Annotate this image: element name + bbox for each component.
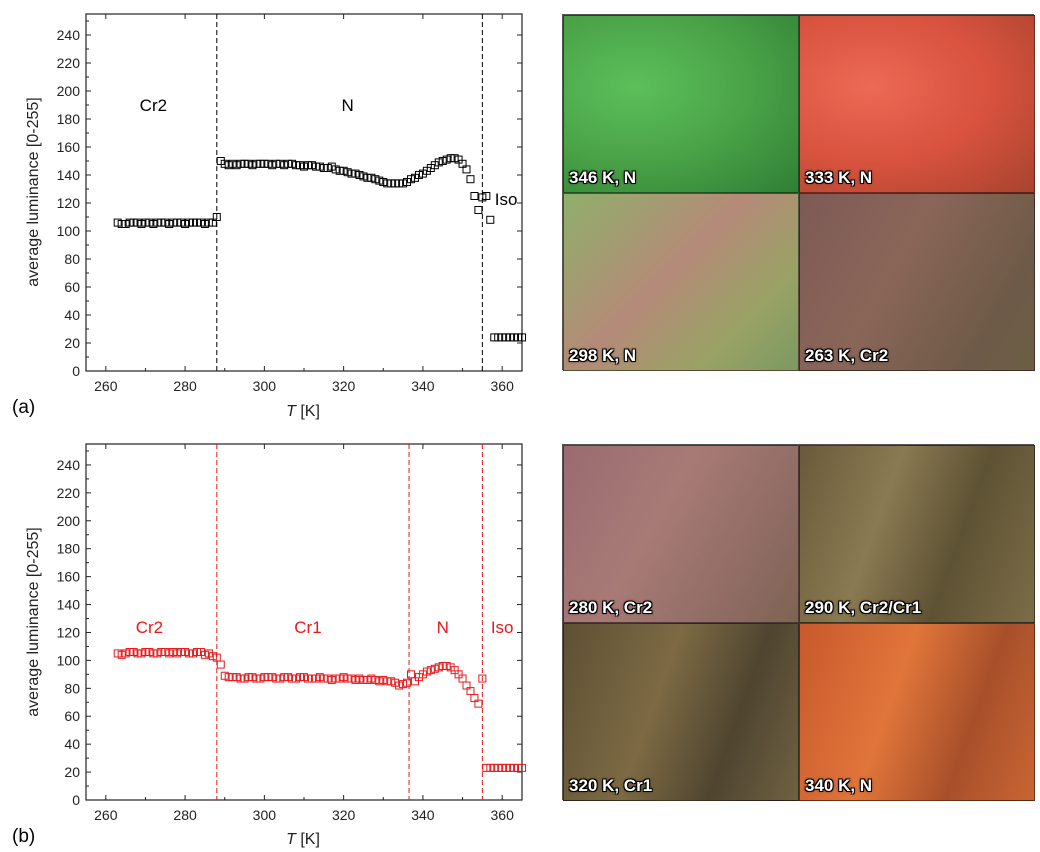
micrograph-label: 263 K, Cr2 (805, 346, 889, 365)
y-tick-label: 20 (64, 764, 80, 780)
data-point (478, 674, 487, 683)
y-tick-label: 100 (57, 223, 81, 239)
y-axis-title: average luminance [0-255] (25, 97, 42, 286)
micrograph-label: 346 K, N (569, 168, 637, 187)
micrograph-grid-b: 280 K, Cr2 290 K, Cr2/Cr1 320 K, Cr1 340… (562, 444, 1035, 801)
y-axis-title: average luminance [0-255] (25, 527, 42, 716)
micrograph-a2: 333 K, N (799, 15, 1035, 193)
micrograph-grid-a: 346 K, N 333 K, N 298 K, N 263 K, Cr2 (562, 14, 1035, 371)
micrograph-label: 340 K, N (805, 776, 873, 795)
data-point (474, 699, 483, 708)
micrograph-label: 333 K, N (805, 168, 873, 187)
x-tick-label: 280 (173, 807, 197, 823)
y-tick-label: 240 (57, 27, 81, 43)
x-axis-title: T [K] (286, 831, 320, 848)
x-tick-label: 260 (94, 378, 118, 394)
y-tick-label: 200 (57, 83, 81, 99)
micrograph-label: 280 K, Cr2 (569, 598, 653, 617)
data-point (212, 213, 221, 221)
y-tick-label: 240 (57, 457, 81, 473)
x-axis: 260 280 300 320 340 360 (94, 14, 514, 394)
transition-lines (216, 14, 483, 371)
y-tick-label: 40 (64, 736, 80, 752)
micrograph-a3: 298 K, N (563, 193, 799, 371)
y-tick-label: 180 (57, 111, 81, 127)
data-point (403, 678, 412, 687)
x-axis-title: T [K] (286, 403, 320, 420)
micrograph-label: 320 K, Cr1 (569, 776, 653, 795)
x-tick-label: 360 (491, 378, 515, 394)
y-tick-label: 220 (57, 485, 81, 501)
data-markers (113, 154, 526, 342)
x-tick-label: 300 (253, 807, 277, 823)
x-tick-label: 320 (332, 807, 356, 823)
phase-label: Cr2 (136, 618, 163, 637)
x-tick-label: 340 (411, 807, 435, 823)
x-tick-label: 340 (411, 378, 435, 394)
panel-letter-a: (a) (12, 397, 36, 418)
data-point (518, 333, 526, 342)
y-tick-label: 140 (57, 597, 81, 613)
phase-label: N (437, 618, 449, 637)
data-point (462, 165, 471, 174)
phase-label: Cr1 (294, 618, 321, 637)
data-point (470, 192, 479, 200)
y-tick-label: 60 (64, 279, 80, 295)
micrograph-b4: 340 K, N (799, 623, 1035, 801)
data-markers (113, 648, 526, 772)
data-point (216, 660, 225, 669)
x-tick-label: 320 (332, 378, 356, 394)
x-tick-label: 280 (173, 378, 197, 394)
micrograph-label: 290 K, Cr2/Cr1 (805, 598, 922, 617)
micrograph-label: 298 K, N (569, 346, 637, 365)
chart-a: 0 20 40 60 80 100 120 140 160 180 200 220 240 260 280… (25, 13, 526, 420)
y-tick-label: 20 (64, 335, 80, 351)
y-tick-label: 80 (64, 251, 80, 267)
data-point (474, 206, 483, 214)
y-tick-label: 140 (57, 167, 81, 183)
micrograph-b1: 280 K, Cr2 (563, 445, 799, 623)
y-tick-label: 220 (57, 55, 81, 71)
chart-b: 0 20 40 60 80 100 120 140 160 180 200 220 240 260 280… (25, 443, 526, 848)
data-point (486, 215, 495, 224)
micrograph-b3: 320 K, Cr1 (563, 623, 799, 801)
y-tick-label: 160 (57, 569, 81, 585)
y-tick-label: 120 (57, 624, 81, 640)
x-tick-label: 260 (94, 807, 118, 823)
y-tick-label: 120 (57, 195, 81, 211)
data-point (518, 763, 526, 772)
phase-labels: Cr2 Cr1 N Iso (136, 618, 514, 637)
y-tick-label: 0 (72, 792, 80, 808)
plot-frame (85, 13, 523, 372)
y-tick-label: 60 (64, 708, 80, 724)
y-tick-label: 100 (57, 652, 81, 668)
y-tick-label: 200 (57, 513, 81, 529)
phase-label: Iso (491, 618, 514, 637)
data-point (466, 175, 475, 184)
y-tick-label: 40 (64, 307, 80, 323)
y-axis: 0 20 40 60 80 100 120 140 160 180 200 220 240 (57, 450, 522, 808)
phase-label: Cr2 (140, 96, 167, 115)
phase-label: N (341, 96, 353, 115)
data-point (482, 192, 491, 200)
micrograph-b2: 290 K, Cr2/Cr1 (799, 445, 1035, 623)
transition-lines (216, 444, 483, 800)
y-tick-label: 160 (57, 139, 81, 155)
y-tick-label: 180 (57, 541, 81, 557)
micrograph-a1: 346 K, N (563, 15, 799, 193)
y-tick-label: 80 (64, 680, 80, 696)
micrograph-a4: 263 K, Cr2 (799, 193, 1035, 371)
phase-labels: Cr2 N Iso (140, 96, 518, 209)
y-tick-label: 0 (72, 363, 80, 379)
phase-label: Iso (495, 190, 518, 209)
x-tick-label: 360 (491, 807, 515, 823)
y-axis: 0 20 40 60 80 100 120 140 160 180 200 220 240 (57, 20, 522, 379)
panel-letter-b: (b) (12, 826, 36, 847)
x-tick-label: 300 (253, 378, 277, 394)
x-axis: 260 280 300 320 340 360 (94, 444, 514, 823)
